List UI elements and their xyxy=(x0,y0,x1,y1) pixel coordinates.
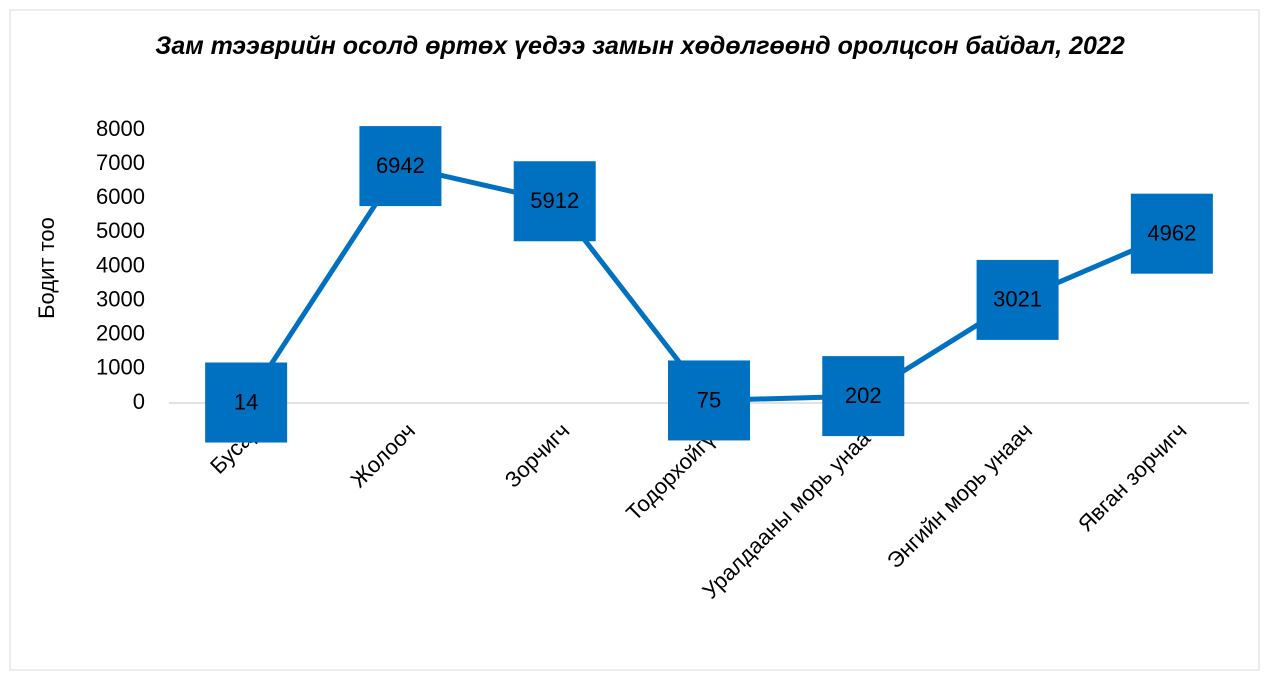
y-axis-label: Бодит тоо xyxy=(34,217,59,319)
marker xyxy=(668,360,750,441)
chart-border xyxy=(9,9,1260,671)
y-tick-label: 1000 xyxy=(96,355,145,380)
marker xyxy=(1130,193,1213,274)
marker xyxy=(822,356,905,437)
data-label: 6942 xyxy=(376,153,425,178)
y-tick-label: 4000 xyxy=(96,252,145,277)
data-label: 202 xyxy=(845,383,882,408)
data-label: 3021 xyxy=(993,287,1042,312)
y-tick-label: 3000 xyxy=(96,286,145,311)
y-tick-label: 8000 xyxy=(96,116,145,141)
y-tick-label: 5000 xyxy=(96,218,145,243)
data-label: 4962 xyxy=(1147,220,1196,245)
y-tick-label: 6000 xyxy=(96,184,145,209)
y-tick-label: 7000 xyxy=(96,150,145,175)
y-tick-label: 2000 xyxy=(96,321,145,346)
chart-title: Зам тээврийн осолд өртөх үедээ замын хөд… xyxy=(155,32,1125,60)
data-label: 75 xyxy=(697,387,721,412)
marker xyxy=(513,161,596,242)
marker xyxy=(205,362,288,443)
y-tick-label: 0 xyxy=(133,389,145,414)
data-label: 5912 xyxy=(530,188,579,213)
marker xyxy=(359,126,442,207)
marker xyxy=(976,259,1059,340)
data-label: 14 xyxy=(234,389,258,414)
